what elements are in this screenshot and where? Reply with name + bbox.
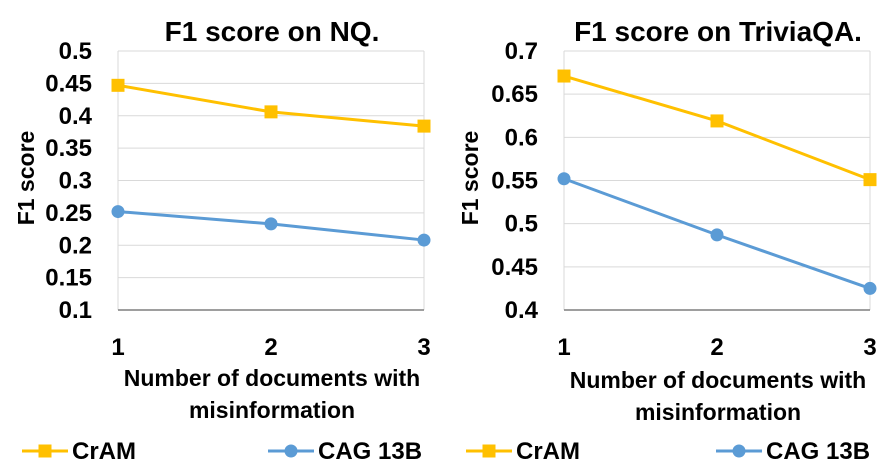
x-tick-label: 1 <box>111 334 124 361</box>
data-point-square <box>863 173 877 187</box>
legend-label: CrAM <box>516 438 580 465</box>
x-tick-label: 2 <box>264 334 277 361</box>
nq-chart: F1 score on NQ. F1 score Number of docum… <box>13 16 431 465</box>
x-axis-label-line-2: misinformation <box>189 397 355 423</box>
y-tick-label: 0.45 <box>45 70 92 97</box>
data-point-square <box>264 105 278 119</box>
chart-title: F1 score on NQ. <box>165 16 380 47</box>
y-tick-label: 0.45 <box>491 254 538 281</box>
x-axis-label-line-1: Number of documents with <box>124 365 420 391</box>
data-point-circle <box>417 233 431 247</box>
legend-marker-circle <box>284 444 298 458</box>
x-axis-label-line-2: misinformation <box>635 399 801 425</box>
data-point-circle <box>264 217 278 231</box>
data-point-square <box>557 69 571 83</box>
y-tick-label: 0.5 <box>505 211 538 238</box>
legend-label: CAG 13B <box>766 438 870 465</box>
x-tick-label: 3 <box>417 334 430 361</box>
x-tick-label: 2 <box>710 334 723 361</box>
legend-marker-square <box>38 444 52 458</box>
plot-area: 0.4 0.45 0.5 0.55 0.6 0.65 0.7 1 2 3 <box>491 38 876 361</box>
data-point-circle <box>863 281 877 295</box>
chart-title: F1 score on TriviaQA. <box>574 16 862 47</box>
data-point-circle <box>111 205 125 219</box>
legend: CrAM CAG 13B <box>22 438 422 465</box>
legend-label: CAG 13B <box>318 438 422 465</box>
triviaqa-chart: F1 score on TriviaQA. F1 score Number of… <box>457 16 877 465</box>
legend-marker-square <box>482 444 496 458</box>
y-tick-label: 0.25 <box>45 200 92 227</box>
x-axis-label-line-1: Number of documents with <box>570 367 866 393</box>
y-tick-label: 0.15 <box>45 265 92 292</box>
legend-label: CrAM <box>72 438 136 465</box>
y-tick-label: 0.55 <box>491 168 538 195</box>
y-axis-label: F1 score <box>13 131 39 226</box>
y-tick-label: 0.35 <box>45 135 92 162</box>
data-point-square <box>710 114 724 128</box>
data-point-circle <box>557 172 571 186</box>
data-point-square <box>111 78 125 92</box>
series-line-cram <box>563 74 871 182</box>
y-tick-label: 0.6 <box>505 124 538 151</box>
plot-area: 0.1 0.15 0.2 0.25 0.3 0.35 0.4 0.45 0.5 1 2 3 <box>45 38 430 361</box>
data-point-circle <box>710 228 724 242</box>
y-tick-label: 0.4 <box>505 297 539 324</box>
data-point-square <box>417 119 431 133</box>
y-tick-label: 0.2 <box>59 232 92 259</box>
x-tick-label: 3 <box>863 334 876 361</box>
y-tick-label: 0.7 <box>505 38 538 65</box>
y-tick-label: 0.65 <box>491 81 538 108</box>
y-tick-label: 0.1 <box>59 297 92 324</box>
legend-marker-circle <box>732 444 746 458</box>
y-axis-label: F1 score <box>457 131 483 226</box>
y-tick-label: 0.5 <box>59 38 92 65</box>
y-tick-label: 0.3 <box>59 168 92 195</box>
y-tick-label: 0.4 <box>59 103 93 130</box>
x-tick-label: 1 <box>557 334 570 361</box>
legend: CrAM CAG 13B <box>466 438 870 465</box>
